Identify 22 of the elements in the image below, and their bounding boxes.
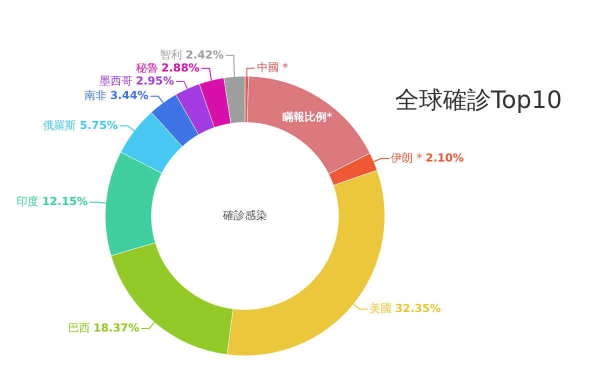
- slice-label: 智利: [160, 48, 186, 62]
- slice-label: 南非: [84, 89, 110, 102]
- slice-label: 美國: [370, 302, 396, 316]
- slice-label: 俄羅斯: [43, 118, 80, 132]
- slice-label: 巴西: [68, 321, 94, 334]
- data-label: 12.15%: [42, 195, 88, 208]
- text: 確診感染: [222, 208, 267, 222]
- data-label: 5.75%: [80, 118, 118, 132]
- slice-label: 伊朗 *: [391, 151, 426, 164]
- data-label: 2.95%: [136, 74, 174, 88]
- slice-label: 瞞報比例*: [282, 110, 333, 124]
- data-label: 32.35%: [395, 302, 441, 316]
- data-label: 2.88%: [161, 61, 200, 74]
- data-label: 3.44%: [110, 89, 148, 102]
- slice-label: 墨西哥: [99, 74, 136, 88]
- data-label: 18.37%: [93, 321, 140, 334]
- data-label: 2.10%: [426, 151, 464, 164]
- slice-label: 中國 *: [256, 61, 292, 74]
- text: 全球確診Top10: [395, 85, 562, 116]
- slice-label: 秘魯: [136, 61, 162, 74]
- data-label: 2.42%: [186, 48, 224, 62]
- slice-label: 印度: [16, 195, 42, 208]
